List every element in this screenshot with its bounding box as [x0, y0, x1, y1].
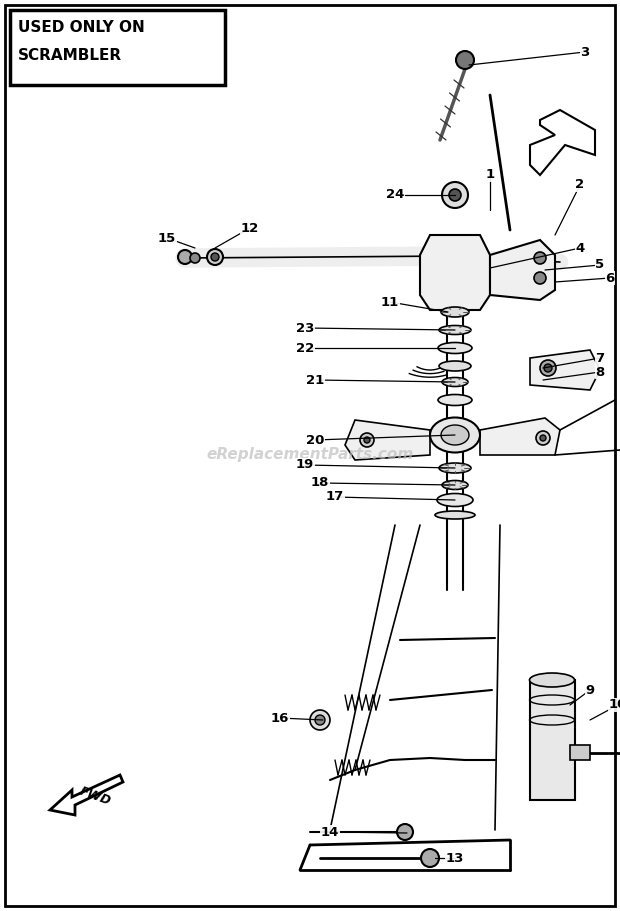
Text: 6: 6	[605, 271, 614, 284]
Ellipse shape	[441, 425, 469, 445]
Bar	[570, 745, 590, 760]
Circle shape	[540, 435, 546, 441]
Polygon shape	[480, 418, 560, 455]
Ellipse shape	[439, 463, 471, 473]
Circle shape	[315, 715, 325, 725]
Text: eReplacementParts.com: eReplacementParts.com	[206, 447, 414, 463]
Text: 10: 10	[609, 699, 620, 711]
Ellipse shape	[438, 394, 472, 405]
Circle shape	[190, 253, 200, 263]
Polygon shape	[50, 775, 123, 815]
Text: 23: 23	[296, 322, 314, 334]
Circle shape	[544, 364, 552, 372]
Polygon shape	[490, 240, 555, 300]
Circle shape	[211, 253, 219, 261]
Ellipse shape	[441, 307, 469, 317]
Circle shape	[397, 824, 413, 840]
Circle shape	[449, 189, 461, 201]
Text: 11: 11	[381, 295, 399, 309]
Text: 22: 22	[296, 342, 314, 354]
Polygon shape	[420, 235, 490, 310]
Text: FWD: FWD	[78, 784, 113, 808]
Polygon shape	[530, 110, 595, 175]
Circle shape	[540, 360, 556, 376]
Circle shape	[534, 272, 546, 284]
Circle shape	[178, 250, 192, 264]
Text: 17: 17	[326, 490, 344, 504]
Circle shape	[536, 431, 550, 445]
Ellipse shape	[435, 511, 475, 519]
Text: 1: 1	[485, 169, 495, 181]
Ellipse shape	[430, 417, 480, 453]
Circle shape	[534, 252, 546, 264]
Ellipse shape	[437, 494, 473, 507]
Ellipse shape	[439, 361, 471, 371]
Text: USED ONLY ON: USED ONLY ON	[18, 20, 144, 35]
Text: 7: 7	[595, 352, 604, 364]
Text: 8: 8	[595, 365, 604, 378]
Text: 3: 3	[580, 46, 590, 58]
Text: 16: 16	[271, 711, 289, 724]
Polygon shape	[530, 350, 600, 390]
Text: 2: 2	[575, 179, 585, 191]
Polygon shape	[345, 420, 430, 460]
Circle shape	[442, 182, 468, 208]
Text: SCRAMBLER: SCRAMBLER	[18, 48, 122, 63]
Text: 12: 12	[241, 221, 259, 234]
Text: 20: 20	[306, 434, 324, 446]
Text: 15: 15	[158, 231, 176, 244]
Text: 18: 18	[311, 476, 329, 489]
Text: 9: 9	[585, 683, 595, 697]
Circle shape	[364, 437, 370, 443]
Text: 19: 19	[296, 458, 314, 472]
Circle shape	[421, 849, 439, 867]
Text: 21: 21	[306, 374, 324, 386]
Ellipse shape	[438, 343, 472, 353]
Text: 5: 5	[595, 259, 604, 271]
Ellipse shape	[442, 377, 468, 386]
Ellipse shape	[439, 325, 471, 334]
Circle shape	[207, 249, 223, 265]
Text: 13: 13	[446, 852, 464, 865]
Bar	[10, 10, 225, 85]
Circle shape	[360, 433, 374, 447]
Circle shape	[310, 710, 330, 730]
Text: 24: 24	[386, 189, 404, 201]
Ellipse shape	[529, 673, 575, 687]
Bar	[530, 680, 575, 800]
Ellipse shape	[442, 480, 468, 489]
Text: 4: 4	[575, 241, 585, 254]
Text: 14: 14	[321, 825, 339, 838]
Circle shape	[456, 51, 474, 69]
